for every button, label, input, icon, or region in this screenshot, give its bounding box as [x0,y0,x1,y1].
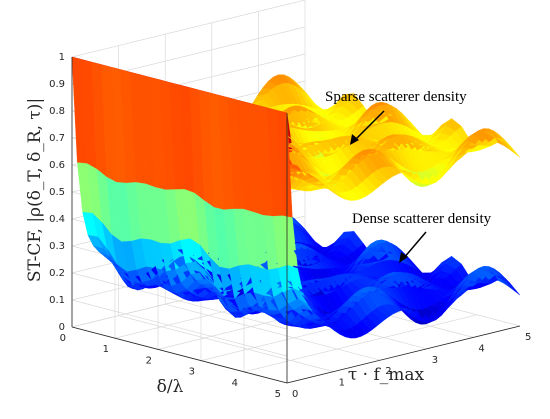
y-tick-label: 4 [232,378,238,389]
x-tick-label: 2 [385,366,391,377]
axis-box [71,57,521,384]
z-axis-label: ST-CF, |ρ(δ_T, δ_R, τ)| [25,98,45,282]
annotation-sparse: Sparse scatterer density [325,89,467,105]
x-tick-label: 4 [478,343,484,354]
arrowhead-dense [399,252,408,263]
y-tick-label: 3 [189,367,195,378]
surface-dense [71,56,521,339]
z-tick-label: 0.4 [49,214,65,225]
y-tick-label: 2 [146,355,152,366]
z-tick-label: 1 [59,52,65,63]
annotation-dense: Dense scatterer density [352,211,492,227]
floor-gridline [118,315,334,372]
z-tick-label: 0.1 [49,295,65,306]
floor-gridline [243,314,478,373]
z-tick-label: 0.2 [49,268,65,279]
y-axis-label: δ/λ [157,377,184,397]
z-tick-label: 0.7 [49,133,65,144]
arrowhead-sparse [350,134,359,145]
surfaces [71,56,521,339]
x-tick-label: 0 [292,389,298,400]
y-tick-label: 0 [60,333,66,344]
z-tick-label: 0.8 [49,106,65,117]
box-edge [71,326,288,384]
x-axis-label: τ · f_max [348,365,425,385]
surface-cell [504,140,521,158]
arrow-sparse [353,110,385,142]
arrow-dense [402,231,427,260]
y-tick-label: 5 [275,389,281,400]
box-edge [286,325,521,384]
z-tick-label: 0.5 [49,187,65,198]
x-tick-label: 5 [525,332,531,343]
x-tick-label: 1 [339,378,345,389]
z-tick-label: 0.6 [49,160,65,171]
z-tick-label: 0.3 [49,241,65,252]
y-tick-label: 1 [103,344,109,355]
surface-cell [504,277,521,296]
z-tick-label: 0.9 [49,79,65,90]
z-tick-label: 0 [59,322,65,333]
x-tick-label: 3 [432,355,438,366]
